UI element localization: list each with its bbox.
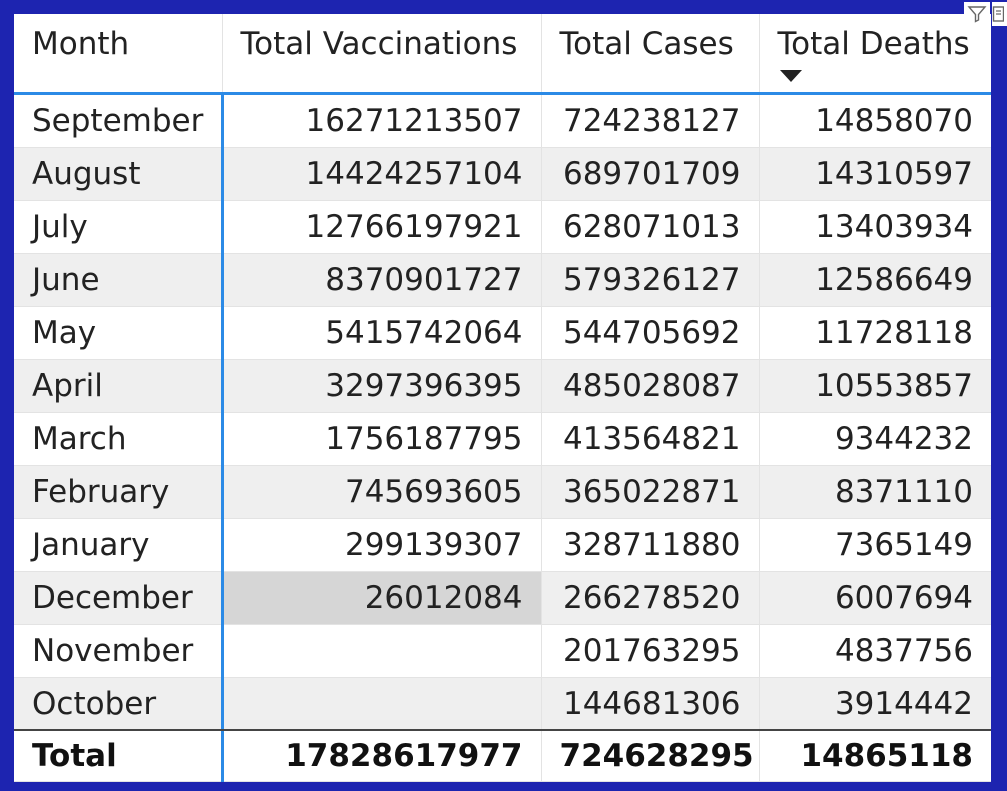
cell-total-cases[interactable]: 266278520 (541, 571, 760, 625)
cell-total-cases[interactable]: 544705692 (541, 306, 760, 360)
table-row[interactable]: July 12766197921 628071013 13403934 (14, 200, 991, 254)
cell-total-cases[interactable]: 724238127 (541, 93, 760, 148)
cell-total-deaths[interactable]: 10553857 (759, 359, 991, 413)
table-row[interactable]: January 299139307 328711880 7365149 (14, 518, 991, 572)
table-row[interactable]: April 3297396395 485028087 10553857 (14, 359, 991, 413)
table-body-viewport[interactable]: Month Total Vaccinations Total Cases Tot… (14, 14, 991, 729)
cell-total-cases[interactable]: 365022871 (541, 465, 760, 519)
cell-total-vaccinations[interactable]: 3297396395 (222, 359, 542, 413)
cell-month[interactable]: September (14, 93, 224, 148)
table-row[interactable]: February 745693605 365022871 8371110 (14, 465, 991, 519)
total-deaths: 14865118 (759, 731, 991, 782)
cell-month[interactable]: May (14, 306, 224, 360)
cell-total-vaccinations[interactable]: 26012084 (222, 571, 542, 625)
cell-total-vaccinations[interactable]: 8370901727 (222, 253, 542, 307)
total-cases: 724628295 (541, 731, 760, 782)
cell-total-deaths[interactable]: 12586649 (759, 253, 991, 307)
table-row[interactable]: August 14424257104 689701709 14310597 (14, 147, 991, 201)
cell-total-cases[interactable]: 689701709 (541, 147, 760, 201)
table-row[interactable]: June 8370901727 579326127 12586649 (14, 253, 991, 307)
table-row[interactable]: October 144681306 3914442 (14, 677, 991, 729)
cell-total-deaths[interactable]: 11728118 (759, 306, 991, 360)
cell-total-vaccinations[interactable] (222, 677, 542, 729)
cell-total-vaccinations[interactable] (222, 624, 542, 678)
cell-month[interactable]: March (14, 412, 224, 466)
more-options-icon[interactable] (992, 2, 1007, 26)
cell-total-vaccinations[interactable]: 745693605 (222, 465, 542, 519)
column-header-total-deaths[interactable]: Total Deaths (759, 14, 991, 95)
cell-total-cases[interactable]: 579326127 (541, 253, 760, 307)
table-row[interactable]: September 16271213507 724238127 14858070 (14, 93, 991, 148)
cell-month[interactable]: December (14, 571, 224, 625)
cell-total-cases[interactable]: 485028087 (541, 359, 760, 413)
sort-descending-icon[interactable] (779, 70, 802, 82)
cell-total-deaths[interactable]: 14310597 (759, 147, 991, 201)
table-row[interactable]: March 1756187795 413564821 9344232 (14, 412, 991, 466)
cell-total-deaths[interactable]: 4837756 (759, 624, 991, 678)
cell-total-deaths[interactable]: 14858070 (759, 93, 991, 148)
column-header-total-cases[interactable]: Total Cases (541, 14, 760, 95)
column-header-total-vaccinations[interactable]: Total Vaccinations (222, 14, 542, 95)
cell-total-cases[interactable]: 628071013 (541, 200, 760, 254)
cell-total-cases[interactable]: 201763295 (541, 624, 760, 678)
cell-total-cases[interactable]: 413564821 (541, 412, 760, 466)
cell-total-vaccinations[interactable]: 16271213507 (222, 93, 542, 148)
cell-total-vaccinations[interactable]: 1756187795 (222, 412, 542, 466)
table-row[interactable]: December 26012084 266278520 6007694 (14, 571, 991, 625)
cell-total-vaccinations[interactable]: 299139307 (222, 518, 542, 572)
cell-total-deaths[interactable]: 9344232 (759, 412, 991, 466)
cell-month[interactable]: June (14, 253, 224, 307)
total-vaccinations: 17828617977 (222, 731, 542, 782)
cell-month[interactable]: July (14, 200, 224, 254)
cell-total-deaths[interactable]: 7365149 (759, 518, 991, 572)
table-row[interactable]: May 5415742064 544705692 11728118 (14, 306, 991, 360)
cell-month[interactable]: January (14, 518, 224, 572)
cell-total-deaths[interactable]: 13403934 (759, 200, 991, 254)
cell-total-cases[interactable]: 144681306 (541, 677, 760, 729)
matrix-visual[interactable]: Month Total Vaccinations Total Cases Tot… (14, 14, 991, 782)
cell-total-deaths[interactable]: 6007694 (759, 571, 991, 625)
focus-mode-icon (992, 6, 1004, 22)
table-row[interactable]: November 201763295 4837756 (14, 624, 991, 678)
filter-icon-glyph (967, 6, 987, 23)
cell-month[interactable]: April (14, 359, 224, 413)
cell-month[interactable]: February (14, 465, 224, 519)
data-table: Month Total Vaccinations Total Cases Tot… (14, 14, 991, 729)
cell-total-deaths[interactable]: 3914442 (759, 677, 991, 729)
cell-total-vaccinations[interactable]: 12766197921 (222, 200, 542, 254)
totals-row: Total 17828617977 724628295 14865118 (14, 729, 991, 782)
cell-total-vaccinations[interactable]: 5415742064 (222, 306, 542, 360)
cell-month[interactable]: August (14, 147, 224, 201)
cell-total-cases[interactable]: 328711880 (541, 518, 760, 572)
cell-total-vaccinations[interactable]: 14424257104 (222, 147, 542, 201)
cell-total-deaths[interactable]: 8371110 (759, 465, 991, 519)
total-label: Total (14, 731, 224, 782)
cell-month[interactable]: October (14, 677, 224, 729)
column-header-month[interactable]: Month (14, 14, 223, 95)
header-row: Month Total Vaccinations Total Cases Tot… (14, 14, 991, 95)
filter-icon[interactable] (964, 2, 990, 26)
cell-month[interactable]: November (14, 624, 224, 678)
